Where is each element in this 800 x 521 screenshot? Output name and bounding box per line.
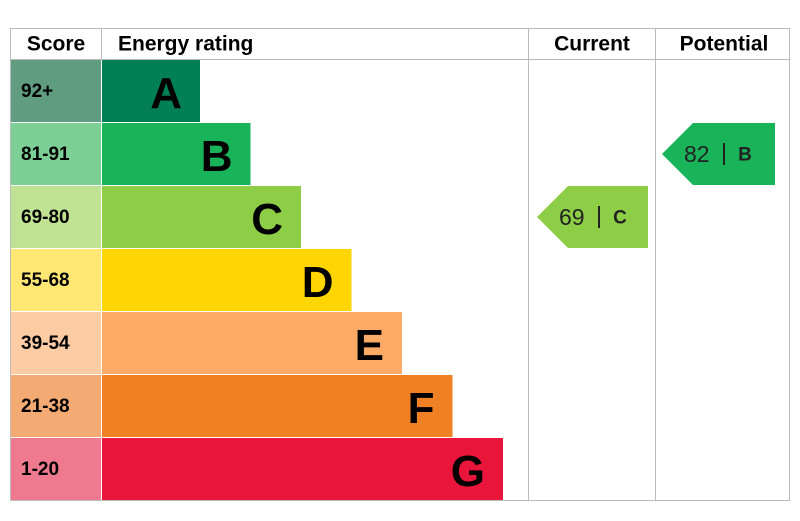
rating-letter: A xyxy=(150,69,182,118)
rating-letter: C xyxy=(251,195,283,244)
header-energy-rating: Energy rating xyxy=(118,33,253,56)
score-label: 39-54 xyxy=(21,333,70,354)
score-cell xyxy=(11,186,101,248)
header-potential: Potential xyxy=(680,33,769,56)
rating-bar xyxy=(102,186,301,248)
score-cell xyxy=(11,438,101,500)
rating-bar xyxy=(102,312,402,374)
rating-letter: D xyxy=(302,258,334,307)
current-value: 69 xyxy=(559,204,585,230)
potential-arrow xyxy=(662,123,775,185)
potential-value: 82 xyxy=(684,141,710,167)
score-label: 1-20 xyxy=(21,459,59,480)
score-cell xyxy=(11,60,101,122)
rating-letter: F xyxy=(408,384,435,433)
rating-bar xyxy=(102,60,200,122)
rating-letter: B xyxy=(201,132,233,181)
table-border xyxy=(10,28,790,501)
rating-letter: E xyxy=(355,321,384,370)
score-cell xyxy=(11,375,101,437)
rating-bar xyxy=(102,249,352,311)
score-label: 81-91 xyxy=(21,144,70,165)
score-cell xyxy=(11,312,101,374)
score-cell xyxy=(11,249,101,311)
current-arrow xyxy=(537,186,648,248)
score-label: 69-80 xyxy=(21,207,70,228)
header-score: Score xyxy=(27,33,85,56)
score-label: 55-68 xyxy=(21,270,70,291)
score-label: 21-38 xyxy=(21,396,70,417)
rating-bar xyxy=(102,375,453,437)
score-label: 92+ xyxy=(21,81,53,102)
rating-bar xyxy=(102,123,251,185)
current-letter: C xyxy=(613,208,627,229)
rating-letter: G xyxy=(451,447,485,496)
rating-bar xyxy=(102,438,503,500)
header-current: Current xyxy=(554,33,630,56)
potential-letter: B xyxy=(738,145,752,166)
score-cell xyxy=(11,123,101,185)
